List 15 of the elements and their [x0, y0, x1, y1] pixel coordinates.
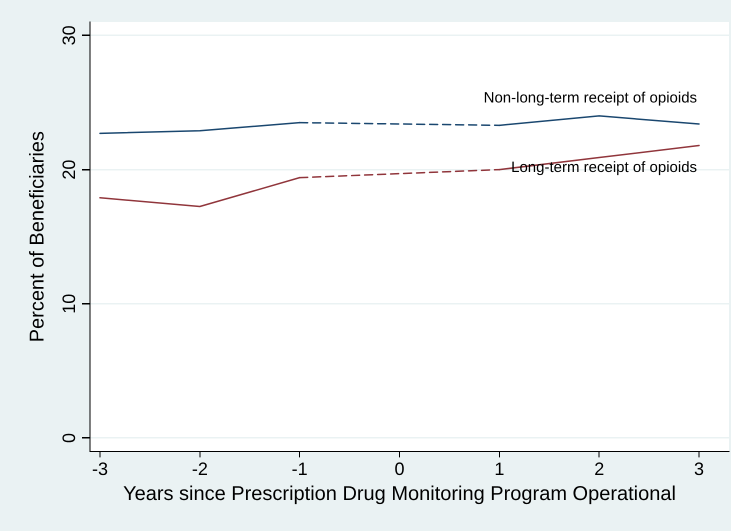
- x-axis-title: Years since Prescription Drug Monitoring Program Operational: [123, 482, 676, 505]
- y-tick-label: 20: [58, 160, 79, 180]
- x-tick-label: 0: [394, 459, 405, 480]
- y-tick-label: 0: [58, 432, 79, 443]
- y-tick-label: 30: [58, 25, 79, 46]
- x-tick-label: -1: [292, 459, 308, 480]
- x-tick-label: -2: [192, 459, 208, 480]
- x-tick-label: 1: [494, 459, 504, 480]
- x-tick-label: 3: [694, 459, 704, 480]
- x-tick-label: 2: [594, 459, 604, 480]
- x-tick-label: -3: [92, 459, 108, 480]
- series-label: Long-term receipt of opioids: [511, 159, 698, 176]
- y-tick-label: 10: [58, 294, 79, 314]
- series-label: Non-long-term receipt of opioids: [484, 90, 698, 107]
- y-axis-title: Percent of Beneficiaries: [26, 131, 49, 342]
